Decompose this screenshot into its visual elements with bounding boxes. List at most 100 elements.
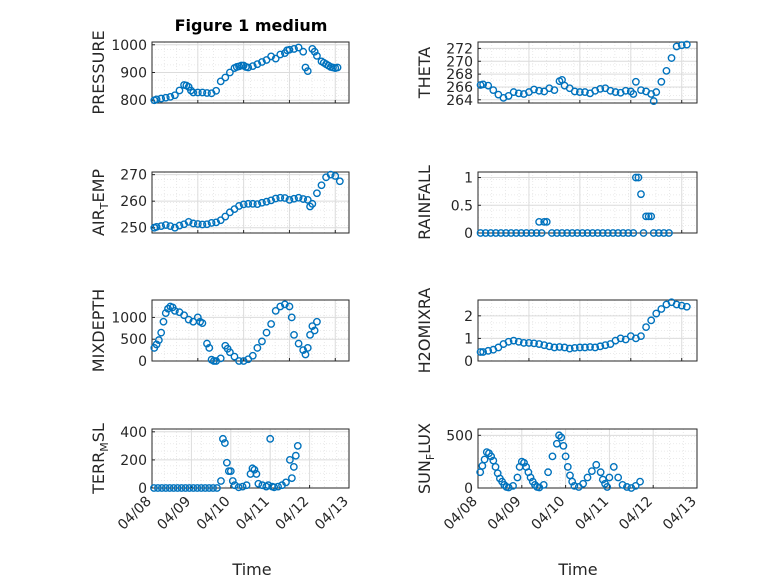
- y-tick-label: 266: [446, 80, 473, 96]
- data-point: [598, 229, 607, 237]
- data-point: [596, 84, 605, 93]
- data-point: [659, 229, 668, 237]
- data-point: [173, 484, 182, 492]
- data-point: [267, 196, 276, 205]
- data-point: [285, 195, 294, 204]
- y-tick-label: 900: [120, 66, 147, 82]
- data-point: [282, 478, 290, 487]
- ylabel-rest: LUX: [415, 423, 434, 454]
- data-point: [253, 200, 262, 208]
- data-point: [180, 311, 188, 320]
- data-point: [301, 350, 310, 359]
- y-tick-label: 268: [446, 67, 473, 83]
- data-point: [583, 229, 592, 237]
- data-point: [285, 302, 294, 311]
- data-point: [254, 479, 263, 488]
- data-point: [303, 67, 312, 76]
- data-point: [303, 195, 312, 204]
- data-point: [677, 41, 686, 50]
- data-point: [157, 328, 166, 337]
- data-point: [294, 193, 303, 202]
- data-point: [481, 229, 490, 237]
- data-point: [579, 479, 588, 488]
- data-point: [560, 343, 569, 352]
- data-point: [557, 433, 566, 442]
- data-point: [201, 484, 210, 492]
- data-point: [530, 339, 538, 348]
- x-axis-label: Time: [557, 560, 597, 579]
- data-point: [209, 357, 218, 365]
- data-point: [614, 473, 623, 482]
- data-point: [154, 336, 163, 344]
- data-point: [198, 88, 207, 97]
- data-point: [631, 173, 640, 182]
- data-point: [654, 229, 663, 237]
- y-tick-label: 400: [120, 425, 147, 441]
- data-point: [558, 229, 566, 237]
- data-point: [230, 481, 239, 490]
- data-point: [550, 86, 559, 95]
- data-point: [161, 93, 170, 102]
- data-point: [623, 483, 631, 491]
- data-point: [205, 344, 214, 352]
- data-point: [662, 66, 671, 75]
- data-point: [280, 194, 289, 202]
- data-point: [487, 452, 496, 461]
- y-tick-label: 200: [120, 453, 147, 469]
- data-point: [581, 88, 589, 96]
- data-point: [480, 455, 489, 464]
- data-point: [313, 189, 321, 198]
- data-point: [219, 434, 227, 443]
- data-point: [226, 467, 235, 476]
- data-point: [161, 484, 170, 492]
- data-point: [631, 77, 640, 86]
- x-tick-label: 04/08: [115, 494, 155, 534]
- y-axis-label: RAINFALL: [415, 165, 434, 240]
- data-point: [216, 354, 225, 363]
- y-tick-label: 264: [446, 93, 473, 109]
- data-point: [164, 304, 172, 313]
- data-point: [152, 340, 161, 349]
- data-point: [193, 313, 202, 322]
- y-tick-label: 0.5: [451, 198, 473, 214]
- data-point: [526, 473, 535, 482]
- data-point: [291, 451, 300, 460]
- data-point: [535, 218, 544, 226]
- data-point: [509, 336, 518, 345]
- data-point: [544, 468, 552, 477]
- data-point: [570, 87, 579, 96]
- data-point: [634, 173, 643, 182]
- data-point: [157, 94, 166, 103]
- data-point: [252, 470, 261, 478]
- data-point: [677, 301, 686, 310]
- data-point: [606, 86, 615, 95]
- data-point: [624, 229, 633, 237]
- x-tick-label: 04/09: [154, 494, 194, 534]
- data-point: [266, 434, 275, 443]
- data-point: [270, 483, 279, 492]
- data-point: [540, 341, 549, 350]
- data-point: [563, 229, 572, 237]
- ylabel-main: SUN: [415, 460, 434, 494]
- data-point: [220, 439, 229, 447]
- data-point: [152, 95, 161, 104]
- data-point: [621, 86, 630, 95]
- data-point: [609, 229, 617, 237]
- data-point: [605, 473, 614, 482]
- data-point: [317, 181, 326, 190]
- data-point: [175, 86, 184, 95]
- data-point: [221, 212, 230, 221]
- data-point: [614, 229, 622, 237]
- data-point: [267, 320, 276, 328]
- ylabel-rest: SL: [89, 423, 108, 442]
- data-point: [647, 212, 656, 221]
- data-point: [512, 229, 521, 237]
- data-point: [331, 172, 340, 180]
- data-point: [189, 219, 198, 228]
- y-tick-label: 272: [446, 41, 473, 57]
- data-point: [631, 481, 640, 490]
- data-point: [616, 334, 625, 343]
- data-point: [184, 315, 193, 324]
- data-point: [519, 339, 528, 347]
